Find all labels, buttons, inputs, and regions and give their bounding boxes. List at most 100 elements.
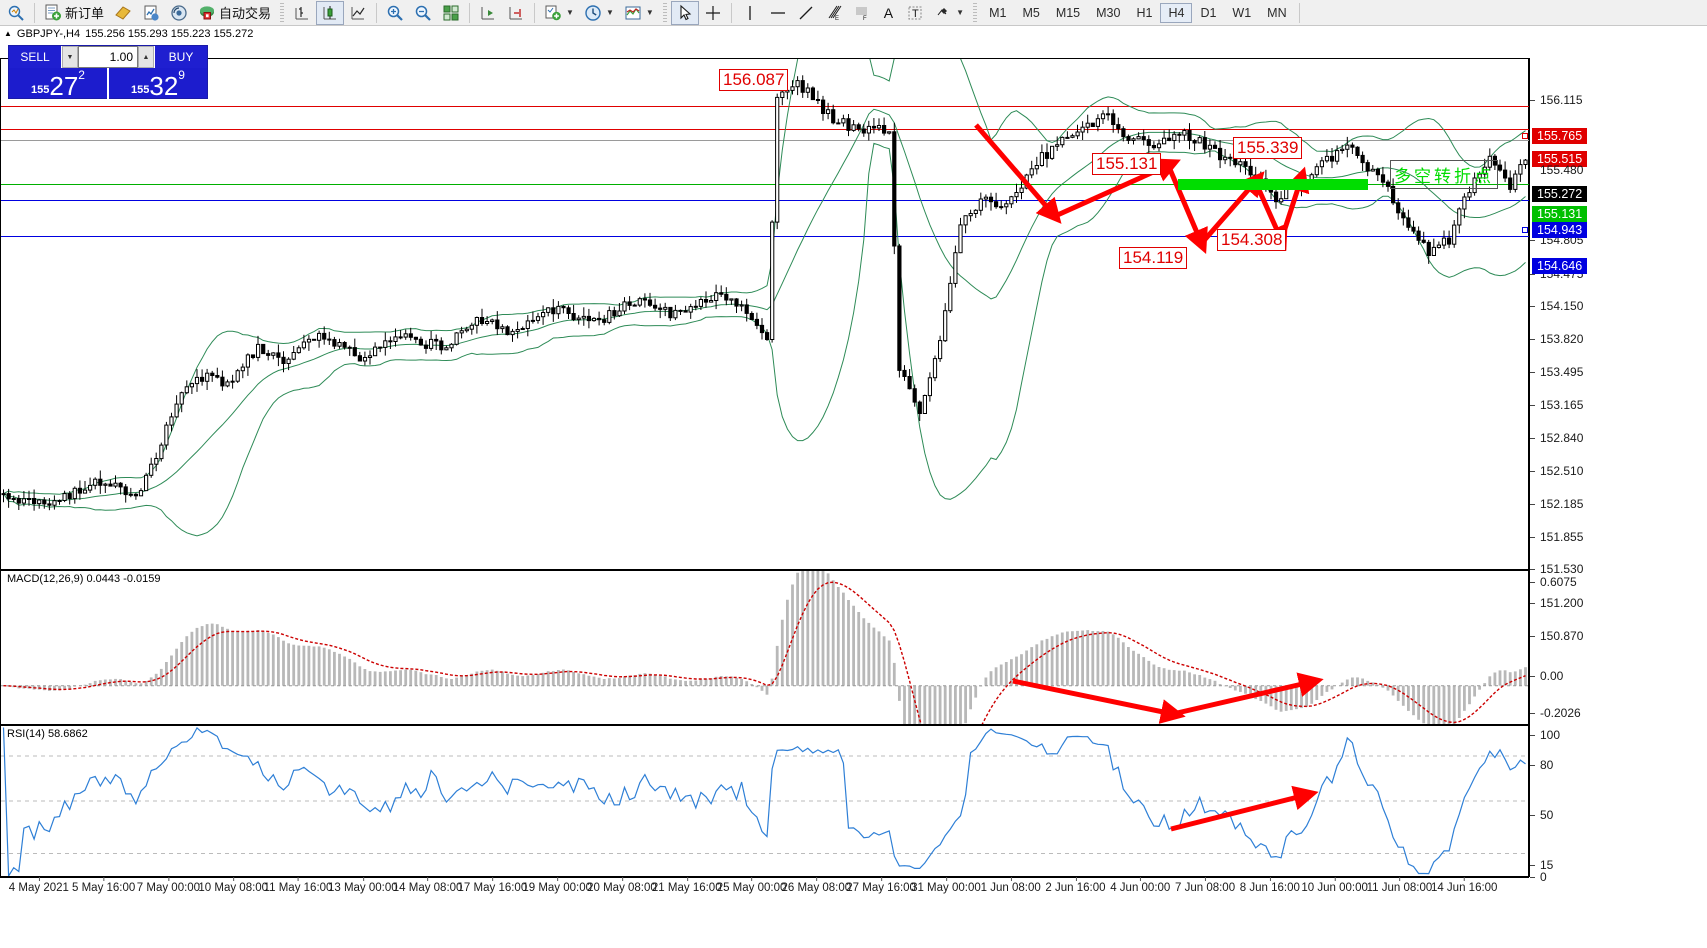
timeframe-h1[interactable]: H1 (1136, 5, 1153, 20)
text-label-icon[interactable]: T (901, 1, 929, 25)
signals-icon[interactable] (165, 1, 193, 25)
time-label: 27 May 16:00 (846, 877, 916, 894)
time-axis[interactable]: 4 May 2021 5 May 16:00 7 May 00:00 10 May 0… (0, 877, 1529, 901)
trendline-icon[interactable] (792, 1, 820, 25)
market-watch-icon[interactable] (2, 1, 30, 25)
price-tick: 153.820 (1529, 332, 1583, 346)
level-handle[interactable] (1522, 133, 1528, 139)
price-tag[interactable]: 155.765 (1532, 128, 1588, 144)
period-icon[interactable]: ▼ (579, 1, 619, 25)
toolbar-divider-4 (534, 2, 536, 23)
chart-shift-icon[interactable] (474, 1, 502, 25)
sell-button[interactable]: SELL (9, 46, 61, 68)
timeframe-m5[interactable]: M5 (1022, 5, 1040, 20)
chevron-down-icon-2[interactable]: ▼ (605, 8, 614, 17)
indicators-icon[interactable] (137, 1, 165, 25)
zoom-in-icon[interactable] (381, 1, 409, 25)
level-line-155765 (1, 106, 1530, 107)
sell-price[interactable]: 155 27 2 (9, 68, 107, 99)
indicator-list-icon[interactable]: ▼ (539, 1, 579, 25)
chevron-down-icon-4[interactable]: ▼ (956, 8, 965, 17)
cursor-icon[interactable] (670, 0, 699, 25)
turning-point-note[interactable]: 多空转折点 (1390, 160, 1498, 189)
buy-price[interactable]: 155 32 9 (107, 68, 207, 99)
horizontal-line-icon[interactable] (764, 1, 792, 25)
timeframe-m15[interactable]: M15 (1055, 5, 1081, 20)
macd-arrows-svg (1012, 672, 1324, 724)
buy-button[interactable]: BUY (155, 46, 207, 68)
svg-text:F: F (863, 16, 867, 22)
price-callout-155131[interactable]: 155.131 (1092, 153, 1162, 175)
line-chart-icon[interactable] (344, 1, 372, 25)
green-zone-rect (1178, 179, 1368, 190)
toolbar-divider-3 (469, 2, 471, 23)
auto-scroll-icon[interactable] (502, 1, 530, 25)
one-click-trading-panel[interactable]: SELL ▼ 1.00 ▲ BUY 155 27 2 155 32 9 (8, 45, 208, 99)
time-label: 26 May 08:00 (781, 877, 852, 894)
macd-pane[interactable]: MACD(12,26,9) 0.0443 -0.0159 (0, 570, 1529, 725)
timeframe-w1[interactable]: W1 (1232, 5, 1252, 20)
tile-windows-icon[interactable] (437, 1, 465, 25)
price-tick: 151.855 (1529, 530, 1583, 544)
shapes-icon[interactable]: ▼ (929, 1, 969, 25)
toolbar-grip[interactable] (280, 2, 285, 23)
timeframe-d1[interactable]: D1 (1200, 5, 1217, 20)
vertical-line-icon[interactable] (736, 1, 764, 25)
time-label: 31 May 00:00 (911, 877, 981, 894)
volume-stepper[interactable]: ▼ 1.00 ▲ (61, 46, 155, 68)
toolbar-grip-2[interactable] (662, 2, 667, 23)
price-axis[interactable]: 156.115 154.805 154.475 154.150 153.820 153.4… (1522, 58, 1707, 643)
price-tag[interactable]: 155.272 (1532, 186, 1588, 202)
price-tag[interactable]: 154.943 (1532, 222, 1588, 238)
volume-decrement-button[interactable]: ▼ (62, 46, 78, 68)
chevron-down-icon[interactable]: ▼ (566, 8, 574, 17)
buy-price-prefix: 155 (131, 84, 150, 96)
volume-input[interactable]: 1.00 (78, 46, 138, 68)
timeframe-m30[interactable]: M30 (1096, 5, 1121, 20)
zoom-out-icon[interactable] (409, 1, 437, 25)
horizontal-scrollbar[interactable] (0, 901, 1707, 915)
toolbar-divider-5 (730, 2, 732, 23)
price-tag[interactable]: 155.480 (1540, 163, 1584, 177)
toolbar-divider-2 (376, 2, 378, 23)
candlestick-chart-icon[interactable] (316, 0, 345, 25)
macd-axis[interactable]: 0.6075 0.00 -0.2026 (1529, 570, 1707, 725)
chart-window: ▲ GBPJPY-,H4 155.256 155.293 155.223 155… (0, 26, 1707, 948)
text-icon[interactable]: A (876, 1, 901, 25)
collapse-triangle-icon[interactable]: ▲ (4, 29, 12, 38)
sell-price-main: 27 (49, 71, 79, 101)
buy-price-point: 9 (178, 68, 185, 82)
price-tag[interactable]: 155.131 (1532, 206, 1588, 222)
oct-top-row: SELL ▼ 1.00 ▲ BUY (9, 46, 207, 68)
rsi-pane[interactable]: RSI(14) 58.6862 (0, 725, 1529, 877)
crosshair-icon[interactable] (699, 1, 727, 25)
autotrading-button[interactable]: 自动交易 (193, 1, 276, 25)
price-callout-154308[interactable]: 154.308 (1217, 229, 1287, 251)
price-tag[interactable]: 154.646 (1532, 258, 1588, 274)
price-pane[interactable]: 156.087 155.131 155.339 154.119 154.308 … (0, 58, 1530, 570)
bar-chart-icon[interactable] (288, 1, 316, 25)
price-callout-154119[interactable]: 154.119 (1119, 247, 1188, 269)
new-order-button[interactable]: 新订单 (39, 1, 109, 25)
price-tag[interactable]: 155.515 (1532, 151, 1588, 167)
chevron-down-icon-3[interactable]: ▼ (645, 8, 654, 17)
rsi-tick: 100 (1529, 728, 1560, 742)
rsi-axis[interactable]: 100 80 50 15 0 (1529, 725, 1707, 884)
price-tick: 154.150 (1529, 299, 1583, 313)
toolbar-grip-3[interactable] (973, 2, 978, 23)
time-label: 11 May 16:00 (263, 877, 333, 894)
templates-icon[interactable]: ▼ (619, 1, 659, 25)
expert-advisors-icon[interactable] (109, 1, 137, 25)
price-callout-156087[interactable]: 156.087 (719, 69, 789, 91)
price-callout-155339[interactable]: 155.339 (1233, 137, 1303, 159)
rsi-tick: 15 (1529, 858, 1553, 872)
volume-increment-button[interactable]: ▲ (138, 46, 154, 68)
channel-icon[interactable]: F (848, 1, 876, 25)
buy-price-main: 32 (149, 71, 179, 101)
level-handle[interactable] (1522, 227, 1528, 233)
timeframe-h4[interactable]: H4 (1160, 2, 1193, 23)
fibonacci-icon[interactable]: E (820, 1, 848, 25)
timeframe-m1[interactable]: M1 (989, 5, 1007, 20)
timeframe-mn[interactable]: MN (1267, 5, 1287, 20)
svg-text:T: T (912, 8, 919, 20)
